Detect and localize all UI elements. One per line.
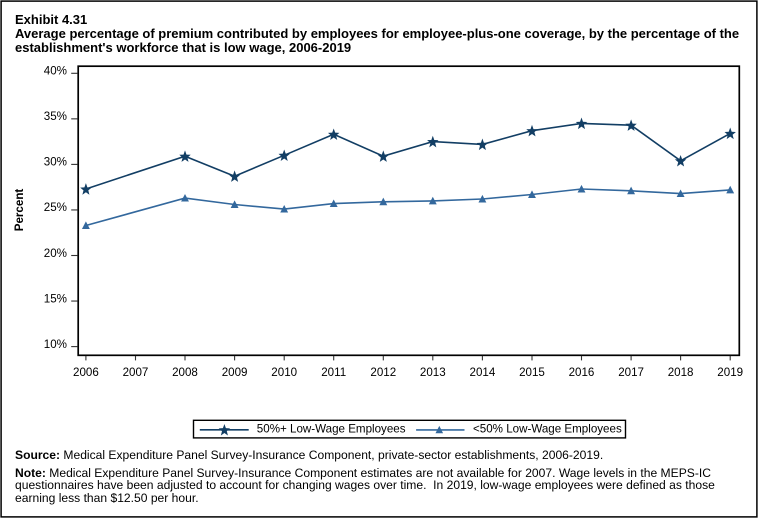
svg-text:30%: 30% bbox=[44, 156, 67, 169]
svg-text:2017: 2017 bbox=[618, 366, 644, 379]
svg-text:2018: 2018 bbox=[668, 366, 694, 379]
svg-text:2006: 2006 bbox=[73, 366, 99, 379]
svg-text:2013: 2013 bbox=[420, 366, 446, 379]
svg-text:25%: 25% bbox=[44, 201, 67, 214]
svg-text:2016: 2016 bbox=[569, 366, 595, 379]
svg-text:2007: 2007 bbox=[123, 366, 149, 379]
svg-text:2008: 2008 bbox=[172, 366, 198, 379]
svg-text:2015: 2015 bbox=[519, 366, 545, 379]
svg-text:2010: 2010 bbox=[271, 366, 297, 379]
svg-text:2014: 2014 bbox=[470, 366, 496, 379]
svg-text:50%+ Low-Wage Employees: 50%+ Low-Wage Employees bbox=[257, 423, 406, 436]
svg-text:<50% Low-Wage Employees: <50% Low-Wage Employees bbox=[473, 423, 622, 436]
svg-text:Percent: Percent bbox=[13, 189, 26, 232]
svg-text:10%: 10% bbox=[44, 338, 67, 351]
svg-text:2012: 2012 bbox=[370, 366, 396, 379]
svg-text:20%: 20% bbox=[44, 247, 67, 260]
svg-text:35%: 35% bbox=[44, 110, 67, 123]
svg-text:15%: 15% bbox=[44, 293, 67, 306]
svg-text:40%: 40% bbox=[44, 64, 67, 77]
svg-text:2009: 2009 bbox=[222, 366, 248, 379]
svg-text:2019: 2019 bbox=[717, 366, 743, 379]
svg-text:2011: 2011 bbox=[321, 366, 346, 379]
